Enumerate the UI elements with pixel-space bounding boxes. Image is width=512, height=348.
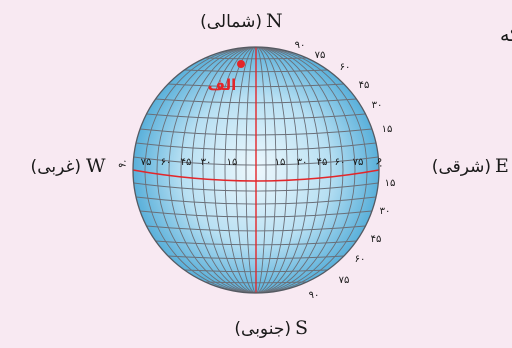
degree-tick-label: ۳۰ (201, 157, 212, 168)
globe-outline (132, 46, 380, 294)
meridian-line (180, 47, 332, 293)
degree-tick-label: ۷۵ (315, 50, 326, 61)
meridian-line (168, 47, 344, 293)
east-word: (شرقی) (432, 157, 491, 177)
south-word: (جنوبی) (234, 319, 291, 339)
point-alef (237, 60, 245, 68)
degree-tick-label: ۴۵ (359, 80, 370, 91)
meridian-line (202, 47, 310, 293)
degree-tick-label: ۳۰ (380, 206, 391, 217)
meridian-line (245, 47, 267, 293)
meridian-line (235, 47, 277, 293)
east-letter: E (495, 155, 509, 177)
degree-tick-label: ۹۰ (116, 156, 131, 171)
degree-tick-label: ۴۵ (317, 157, 328, 168)
equator-line (132, 169, 380, 182)
degree-tick-label: ۷۵ (339, 275, 350, 286)
point-alef-label: الف (208, 76, 237, 94)
meridian-line (213, 47, 299, 293)
degree-tick-label: ۹۰ (309, 290, 320, 301)
degree-tick-label: ۴۵ (181, 157, 192, 168)
west-word: (غربی) (31, 157, 81, 177)
degree-tick-label: ۱۵ (385, 178, 396, 189)
degree-tick-label: ۷۵ (353, 157, 364, 168)
north-label: (شمالی) N (200, 10, 283, 32)
north-word: (شمالی) (200, 12, 262, 32)
south-label: (جنوبی) S (234, 317, 308, 339)
degree-tick-label: ۳۰ (372, 100, 383, 111)
meridian-line (191, 47, 321, 293)
degree-tick-label: ۹۰ (372, 156, 387, 171)
east-label: (شرقی) E (432, 155, 509, 177)
meridian-line (224, 47, 288, 293)
degree-tick-label: ۴۵ (371, 234, 382, 245)
degree-tick-label: ۶۰ (340, 62, 351, 73)
meridian-line (144, 47, 368, 293)
degree-tick-label: ۹۰ (295, 40, 306, 51)
degree-tick-label: ۶۰ (335, 157, 346, 168)
degree-tick-label: ۱۵ (275, 157, 286, 168)
meridian-line (156, 47, 356, 293)
text-fragment: ر دارد که (500, 24, 512, 46)
degree-tick-label: ۶۰ (161, 157, 172, 168)
degree-ticks: ۹۰ ۷۵ ۶۰ ۴۵ ۳۰ ۱۵ ۱۵ ۳۰ ۴۵ ۶۰ ۷۵ ۹۰۹۰۷۵۶۰۴۵۳۰۱۵۱۵۳۰… (116, 40, 395, 301)
west-letter: W (86, 155, 106, 177)
west-label: (غربی) W (31, 155, 106, 177)
degree-tick-label: ۷۵ (141, 157, 152, 168)
degree-tick-label: ۱۵ (382, 124, 393, 135)
degree-tick-label: ۶۰ (355, 254, 366, 265)
degree-tick-label: ۱۵ (227, 157, 238, 168)
degree-tick-label: ۳۰ (297, 157, 308, 168)
south-letter: S (295, 317, 308, 339)
north-letter: N (266, 10, 283, 32)
